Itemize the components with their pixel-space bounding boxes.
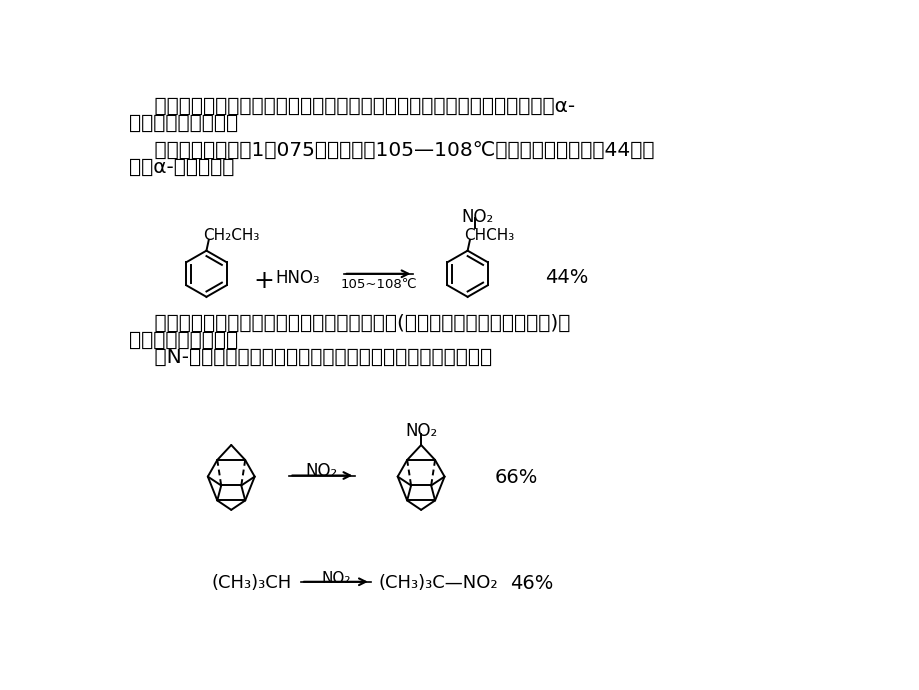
Text: CHCH₃: CHCH₃ (463, 228, 514, 244)
Text: (CH₃)₃C—NO₂: (CH₃)₃C—NO₂ (378, 574, 497, 592)
Text: NO₂: NO₂ (321, 571, 350, 586)
Text: 乙苯与相对密度为1．075的稀硝酸于105—108℃反应数小时，即可得44％产: 乙苯与相对密度为1．075的稀硝酸于105—108℃反应数小时，即可得44％产 (129, 141, 653, 159)
Text: 46%: 46% (510, 574, 553, 593)
Text: (CH₃)₃CH: (CH₃)₃CH (211, 574, 292, 592)
Text: 66%: 66% (494, 468, 538, 487)
Text: 是有效的硝化试剂。: 是有效的硝化试剂。 (129, 331, 238, 350)
Text: 在N-羟基邻苯二甲酰亚胺催化下，用二氧化氮可使烷烃硝化。: 在N-羟基邻苯二甲酰亚胺催化下，用二氧化氮可使烷烃硝化。 (129, 348, 492, 366)
Text: 44%: 44% (545, 268, 588, 286)
Text: HNO₃: HNO₃ (275, 269, 320, 287)
Text: 105~108℃: 105~108℃ (340, 277, 416, 290)
Text: CH₂CH₃: CH₂CH₃ (203, 228, 259, 243)
Text: 硝基取代的烷基苯。: 硝基取代的烷基苯。 (129, 114, 238, 132)
Text: 烷烃的直接硝化，除了用硝酸外，氮的氧化物(如二氧化氮、五氧化二氮等)亦: 烷烃的直接硝化，除了用硝酸外，氮的氧化物(如二氧化氮、五氧化二氮等)亦 (129, 314, 570, 333)
Text: NO₂: NO₂ (404, 422, 437, 440)
Text: NO₂: NO₂ (305, 462, 337, 480)
Text: 率的α-硝基乙苯。: 率的α-硝基乙苯。 (129, 157, 234, 177)
Text: 烷基苯与稀硝酸在密闭容器中加热反应，烷基部分可顺利地发生硝化，生成α-: 烷基苯与稀硝酸在密闭容器中加热反应，烷基部分可顺利地发生硝化，生成α- (129, 97, 574, 116)
Text: +: + (253, 269, 274, 293)
Text: NO₂: NO₂ (461, 208, 494, 226)
